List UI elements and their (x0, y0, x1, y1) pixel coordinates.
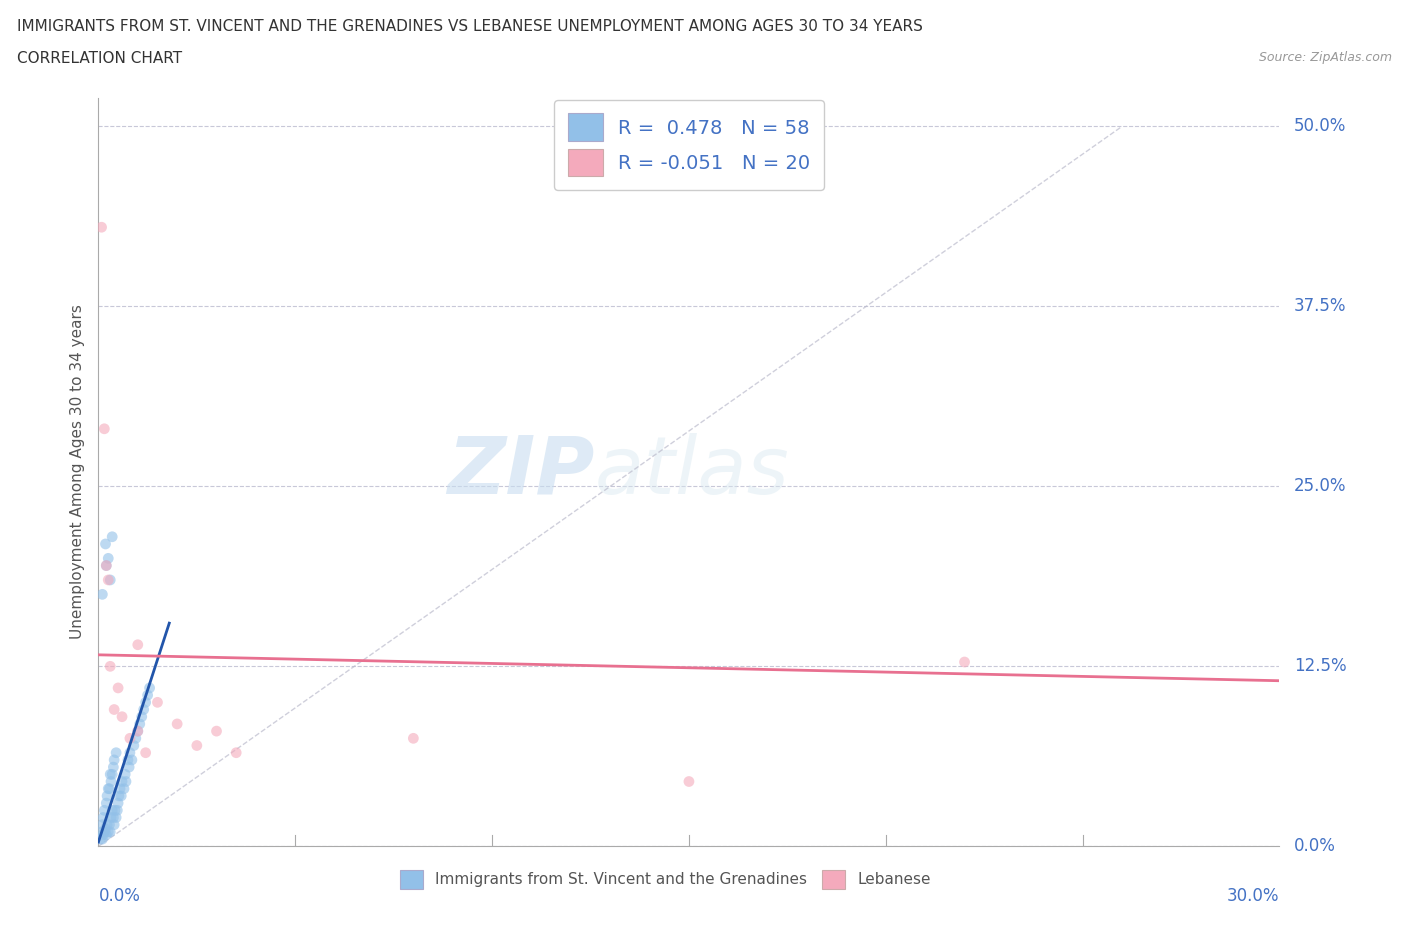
Point (127, 637, 149, 652)
Y-axis label: Unemployment Among Ages 30 to 34 years: Unemployment Among Ages 30 to 34 years (69, 304, 84, 640)
Point (96, 558, 118, 573)
Point (117, 752, 139, 767)
Point (146, 695, 169, 710)
Point (94, 537, 117, 551)
Point (118, 745, 141, 760)
Point (97, 781, 120, 796)
Point (93, 421, 115, 436)
Point (98, 658, 121, 673)
Point (112, 781, 135, 796)
Point (100, 810, 122, 825)
Point (105, 803, 128, 817)
Point (96, 558, 118, 573)
Point (115, 774, 138, 789)
Point (125, 731, 148, 746)
Point (118, 760, 141, 775)
Point (94, 821, 117, 836)
Point (136, 687, 159, 702)
Point (132, 702, 155, 717)
Point (93, 803, 115, 817)
Point (98, 781, 121, 796)
Point (122, 738, 145, 753)
Point (953, 655, 976, 670)
Point (128, 716, 150, 731)
Point (97, 551, 120, 565)
Point (111, 710, 134, 724)
Text: CORRELATION CHART: CORRELATION CHART (17, 51, 181, 66)
Point (91, 587, 114, 602)
Text: 12.5%: 12.5% (1294, 658, 1347, 675)
Point (107, 796, 129, 811)
Text: 50.0%: 50.0% (1294, 117, 1346, 136)
Point (104, 803, 127, 817)
Point (103, 817, 125, 832)
Point (135, 695, 157, 710)
Point (114, 767, 136, 782)
Point (402, 731, 425, 746)
Point (103, 752, 125, 767)
Point (121, 752, 143, 767)
Point (138, 681, 160, 696)
Point (110, 789, 132, 804)
Point (105, 745, 128, 760)
Point (98, 767, 121, 782)
Text: 0.0%: 0.0% (98, 887, 141, 906)
Point (127, 724, 149, 738)
Point (111, 774, 134, 789)
Point (96, 828, 118, 843)
Text: 25.0%: 25.0% (1294, 477, 1346, 496)
Point (105, 810, 128, 825)
Legend: Immigrants from St. Vincent and the Grenadines, Lebanese: Immigrants from St. Vincent and the Gren… (394, 864, 936, 895)
Text: atlas: atlas (595, 433, 789, 511)
Text: IMMIGRANTS FROM ST. VINCENT AND THE GRENADINES VS LEBANESE UNEMPLOYMENT AMONG AG: IMMIGRANTS FROM ST. VINCENT AND THE GREN… (17, 19, 922, 33)
Point (91, 817, 114, 832)
Point (100, 774, 122, 789)
Text: ZIP: ZIP (447, 433, 595, 511)
Point (93, 825, 115, 840)
Text: 0.0%: 0.0% (1294, 837, 1336, 856)
Point (107, 681, 129, 696)
Point (96, 817, 118, 832)
Point (90, 825, 112, 840)
Point (101, 767, 124, 782)
Point (89, 831, 111, 846)
Point (103, 810, 125, 825)
Text: Source: ZipAtlas.com: Source: ZipAtlas.com (1258, 51, 1392, 64)
Point (205, 724, 228, 738)
Text: 37.5%: 37.5% (1294, 298, 1346, 315)
Point (118, 731, 141, 746)
Point (678, 774, 700, 789)
Text: 30.0%: 30.0% (1227, 887, 1279, 906)
Point (97, 825, 120, 840)
Point (135, 745, 157, 760)
Point (98, 817, 121, 832)
Point (91, 831, 114, 846)
Point (101, 803, 124, 817)
Point (103, 760, 125, 775)
Point (108, 781, 131, 796)
Point (91, 810, 114, 825)
Point (127, 724, 149, 738)
Point (90, 219, 112, 234)
Point (101, 529, 124, 544)
Point (96, 796, 118, 811)
Point (96, 789, 118, 804)
Point (131, 710, 153, 724)
Point (98, 573, 121, 588)
Point (91, 828, 114, 843)
Point (225, 745, 247, 760)
Point (97, 573, 120, 588)
Point (186, 738, 208, 753)
Point (103, 702, 125, 717)
Point (98, 825, 121, 840)
Point (166, 716, 188, 731)
Point (108, 789, 131, 804)
